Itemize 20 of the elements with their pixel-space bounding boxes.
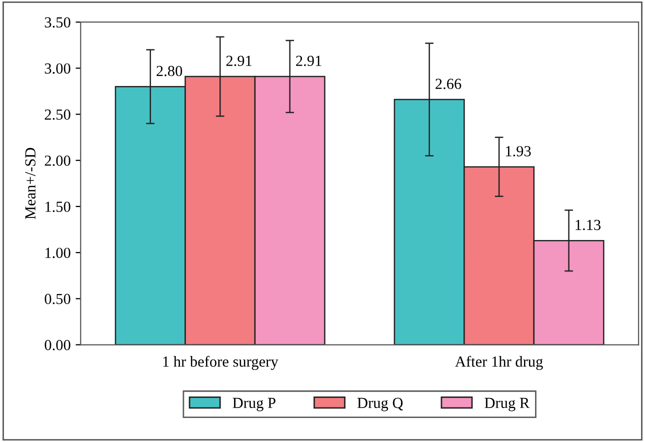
x-tick-label: After 1hr drug [455,356,543,370]
data-label: 2.80 [156,66,182,76]
y-tick-label: 3.50 [44,17,70,28]
data-label: 1.93 [506,146,531,156]
data-label: 2.66 [436,78,462,90]
y-axis-title: Mean+/-SD [25,148,36,220]
data-label: 2.91 [226,56,252,66]
data-label: 2.91 [296,56,322,66]
legend-label: Drug R [484,398,530,412]
x-tick-label: 1 hr before surgery [163,356,278,370]
y-tick-label: 2.00 [44,156,70,166]
y-tick-label: 1.50 [46,202,70,212]
data-label: 1.13 [576,220,601,230]
y-tick-label: 1.00 [46,248,70,258]
y-tick-label: 2.50 [44,109,70,120]
y-tick-label: 0.50 [44,294,70,304]
legend-label: Drug Q [357,398,403,412]
y-tick-label: 0.00 [44,340,70,350]
y-tick-label: 3.00 [44,63,70,74]
legend-label: Drug P [232,398,276,412]
